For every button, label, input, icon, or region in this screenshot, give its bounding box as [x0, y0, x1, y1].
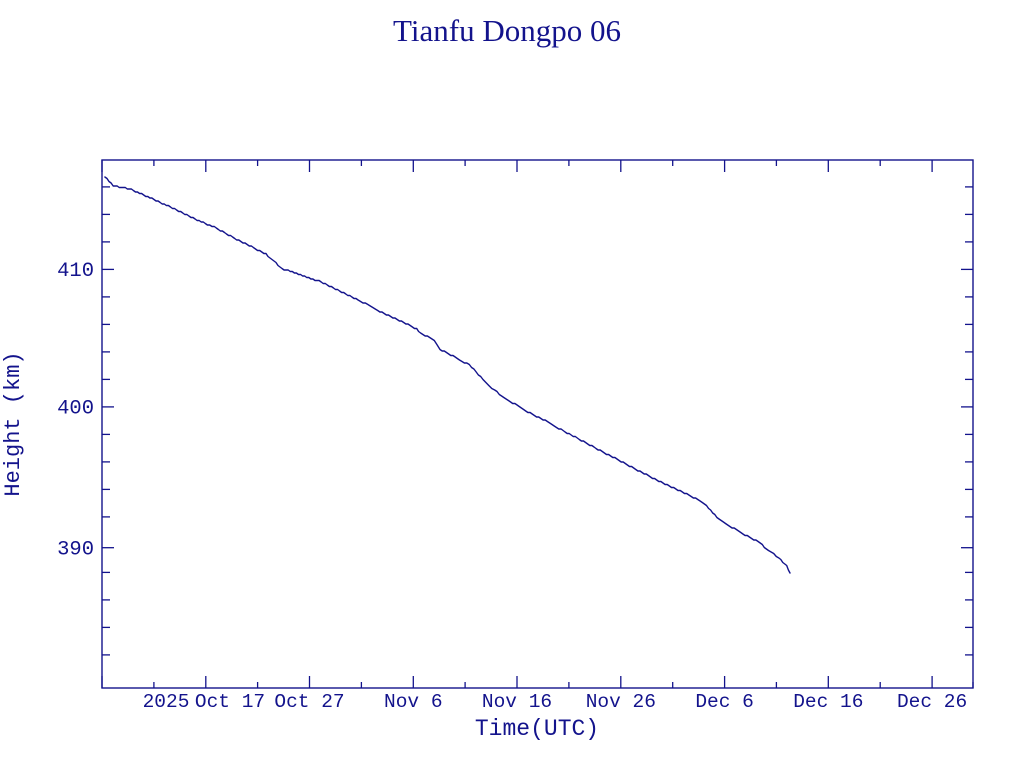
- svg-text:Dec 16: Dec 16: [793, 691, 863, 713]
- svg-text:Nov 16: Nov 16: [482, 691, 552, 713]
- svg-text:Tianfu Dongpo 06: Tianfu Dongpo 06: [393, 13, 621, 48]
- svg-text:Oct 27: Oct 27: [274, 691, 344, 713]
- svg-text:Time(UTC): Time(UTC): [475, 716, 599, 742]
- svg-text:Nov 26: Nov 26: [586, 691, 656, 713]
- svg-text:Dec 6: Dec 6: [695, 691, 754, 713]
- svg-text:400: 400: [57, 398, 94, 421]
- svg-text:Height (km): Height (km): [1, 351, 26, 496]
- svg-text:410: 410: [57, 260, 94, 283]
- svg-text:Nov 6: Nov 6: [384, 691, 443, 713]
- svg-text:Dec 26: Dec 26: [897, 691, 967, 713]
- svg-text:390: 390: [57, 538, 94, 561]
- svg-text:Oct 17: Oct 17: [195, 691, 265, 713]
- svg-text:2025: 2025: [143, 691, 190, 713]
